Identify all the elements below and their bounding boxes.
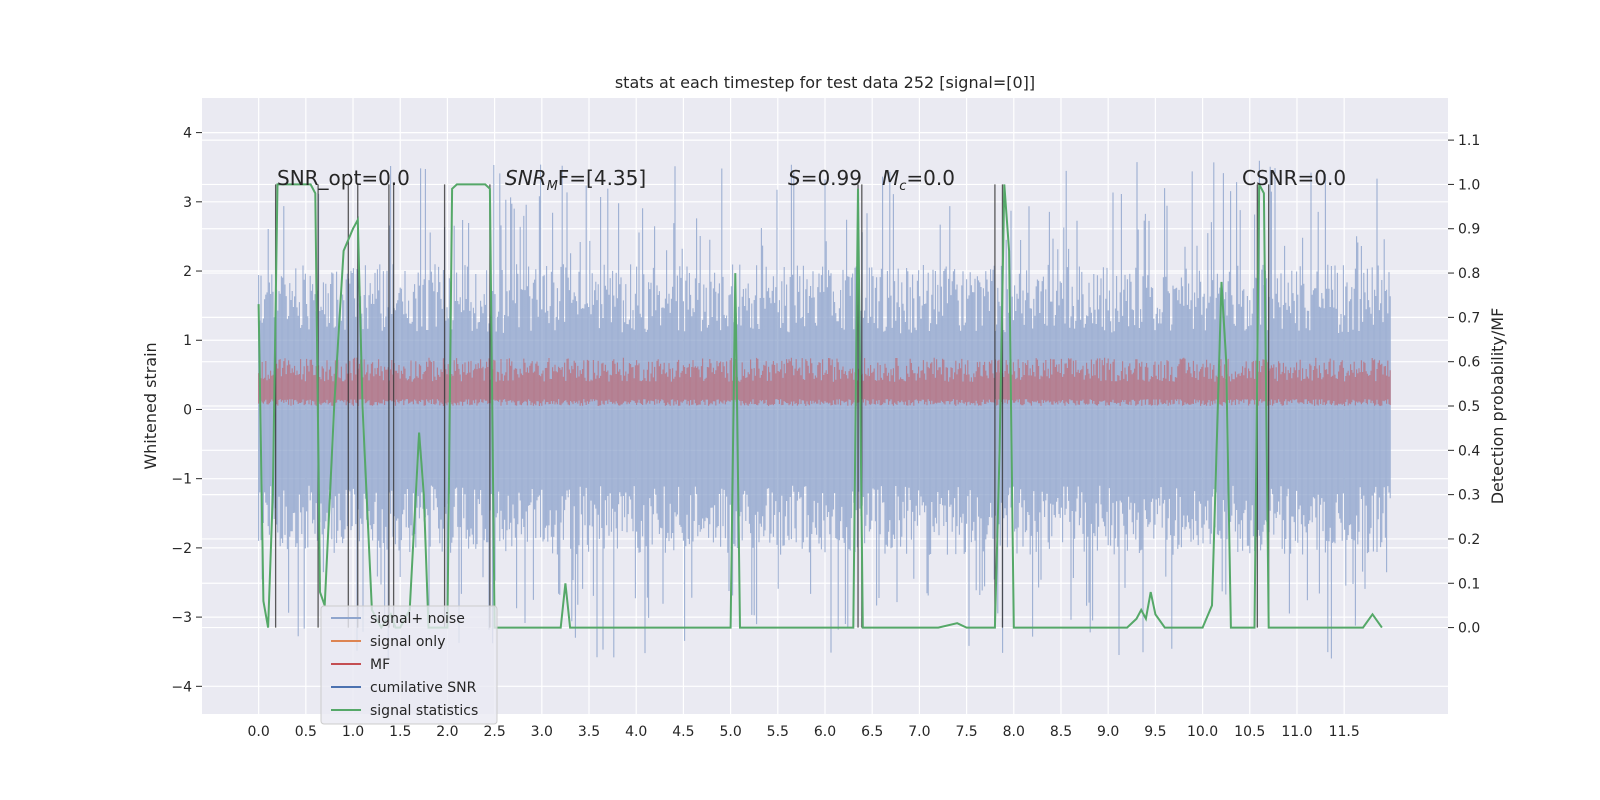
- x-tick-label: 0.5: [295, 724, 317, 740]
- chart-title: stats at each timestep for test data 252…: [615, 73, 1035, 92]
- x-tick-label: 3.5: [578, 724, 600, 740]
- x-tick-label: 6.5: [861, 724, 883, 740]
- annotation-csnr: CSNR=0.0: [1242, 166, 1346, 190]
- y2-tick-label: 0.1: [1458, 576, 1480, 592]
- y2-tick-label: 0.3: [1458, 488, 1480, 504]
- y-tick-label: −4: [171, 679, 192, 695]
- y2-tick-label: 0.8: [1458, 266, 1480, 282]
- annotation-snr-mf: SNRMF=[4.35]: [505, 166, 646, 194]
- x-tick-label: 1.5: [389, 724, 411, 740]
- annotation-s: S=0.99: [788, 166, 862, 190]
- y-tick-label: 2: [183, 264, 192, 280]
- x-tick-label: 10.5: [1234, 724, 1265, 740]
- y-tick-label: 4: [183, 126, 192, 142]
- legend-label-signal-only: signal only: [370, 634, 445, 650]
- y2-tick-label: 1.1: [1458, 133, 1480, 149]
- x-tick-label: 8.0: [1003, 724, 1025, 740]
- y-tick-label: −2: [171, 541, 192, 557]
- x-tick-label: 0.0: [248, 724, 270, 740]
- annotation-mc-symbol: M: [882, 166, 899, 190]
- y2-axis-label: Detection probability/MF: [1488, 308, 1507, 505]
- legend-label-signal-statistics: signal statistics: [370, 703, 478, 719]
- x-tick-label: 3.0: [531, 724, 553, 740]
- x-tick-label: 11.5: [1329, 724, 1360, 740]
- y2-tick-label: 0.4: [1458, 443, 1480, 459]
- x-tick-label: 5.5: [767, 724, 789, 740]
- x-tick-label: 6.0: [814, 724, 836, 740]
- annotation-mc: Mc=0.0: [882, 166, 955, 194]
- y-axis-label: Whitened strain: [141, 342, 160, 469]
- annotation-s-symbol: S: [788, 166, 801, 190]
- x-tick-label: 7.5: [955, 724, 977, 740]
- x-tick-label: 1.0: [342, 724, 364, 740]
- y2-tick-label: 0.7: [1458, 310, 1480, 326]
- annotation-mc-value: =0.0: [906, 166, 955, 190]
- y2-tick-label: 0.6: [1458, 355, 1480, 371]
- y2-tick-label: 0.0: [1458, 621, 1480, 637]
- y2-tick-label: 1.0: [1458, 177, 1480, 193]
- x-tick-label: 2.5: [483, 724, 505, 740]
- y-tick-label: 1: [183, 333, 192, 349]
- x-tick-label: 11.0: [1281, 724, 1312, 740]
- annotation-snr-mf-main: SNR: [505, 166, 547, 190]
- annotation-mc-sub: c: [899, 179, 906, 194]
- legend-label-signal-noise: signal+ noise: [370, 611, 465, 627]
- x-tick-label: 8.5: [1050, 724, 1072, 740]
- legend-label-cumulative-snr: cumilative SNR: [370, 680, 477, 696]
- x-tick-label: 9.0: [1097, 724, 1119, 740]
- y-tick-label: 0: [183, 402, 192, 418]
- signal-statistics-line: [257, 183, 1383, 630]
- x-tick-label: 10.0: [1187, 724, 1218, 740]
- x-tick-label: 5.0: [719, 724, 741, 740]
- annotation-s-value: =0.99: [801, 166, 862, 190]
- signal-statistics-series: [257, 183, 1383, 630]
- x-axis-ticks: 0.0 0.5 1.0 1.5 2.0 2.5 3.0 3.5 4.0 4.5 5.0 5.5 6.0 6…: [248, 724, 1360, 740]
- x-tick-label: 9.5: [1144, 724, 1166, 740]
- y2-tick-label: 0.2: [1458, 532, 1480, 548]
- legend-label-mf: MF: [370, 657, 390, 673]
- y2-tick-label: 0.5: [1458, 399, 1480, 415]
- y-axis-ticks: 4 3 2 1 0 −1 −2 −3 −4: [171, 126, 202, 695]
- y2-axis-ticks: 1.1 1.0 0.9 0.8 0.7 0.6 0.5 0.4 0.3 0.2 0.1 0.0: [1448, 133, 1480, 637]
- x-tick-label: 4.0: [625, 724, 647, 740]
- x-tick-label: 2.0: [436, 724, 458, 740]
- x-tick-label: 4.5: [672, 724, 694, 740]
- annotation-snr-mf-value: F=[4.35]: [558, 166, 646, 190]
- y2-tick-label: 0.9: [1458, 222, 1480, 238]
- x-tick-label: 7.0: [908, 724, 930, 740]
- legend-box: [320, 605, 498, 725]
- y-tick-label: −1: [171, 472, 192, 488]
- y-tick-label: −3: [171, 610, 192, 626]
- y-tick-label: 3: [183, 195, 192, 211]
- annotation-snr-mf-sub: M: [547, 179, 558, 194]
- legend: signal+ noise signal only MF cumilative …: [320, 605, 498, 725]
- annotation-snr-opt: SNR_opt=0.0: [277, 166, 410, 190]
